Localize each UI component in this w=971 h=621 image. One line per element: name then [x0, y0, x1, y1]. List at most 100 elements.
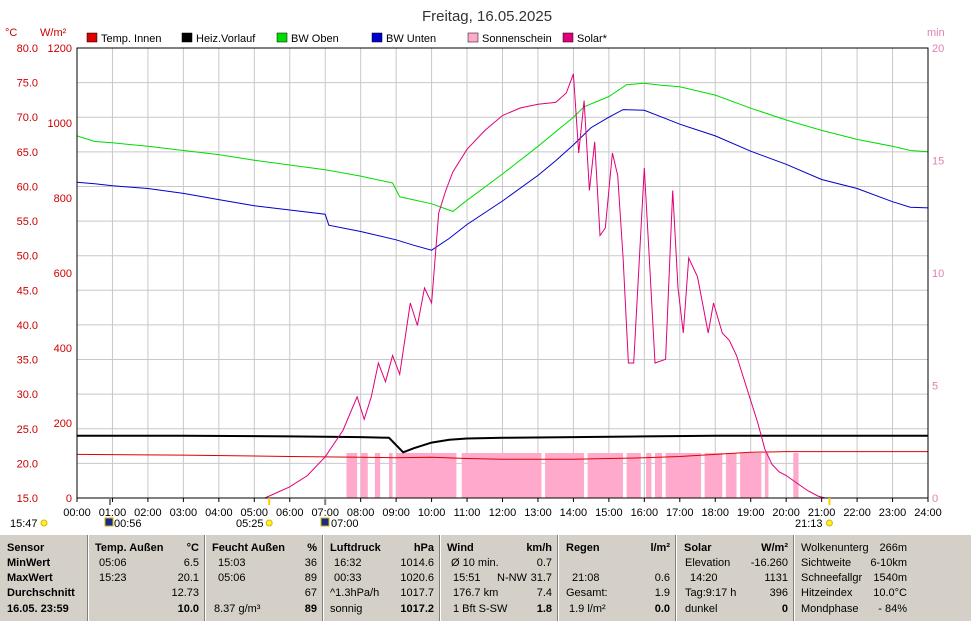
luft-min-time: 16:32: [334, 557, 362, 569]
legend-label: BW Unten: [386, 33, 436, 45]
regen-now-value: 0.0: [654, 603, 670, 615]
legend-label: BW Oben: [291, 33, 339, 45]
luft-avg-value: 1017.7: [400, 587, 434, 599]
x-tick-label: 11:00: [454, 507, 481, 519]
feucht-max-value: 89: [304, 572, 317, 584]
stats-col-extra: Wolkenunterg 266m Sichtweite 6-10km Schnee…: [795, 535, 913, 621]
y-tick-min: 5: [932, 381, 938, 393]
sunshine-bar: [725, 453, 737, 498]
legend-label: Temp. Innen: [101, 33, 162, 45]
series-line-heiz-vorlauf: [77, 434, 928, 454]
feucht-max-time: 05:06: [218, 572, 246, 584]
solar-unit: W/m²: [761, 542, 788, 554]
x-tick-label: 16:00: [631, 507, 659, 519]
legend-label: Solar*: [577, 33, 608, 45]
series-line-bw-unten: [76, 109, 929, 251]
stats-panel: Sensor MinWert MaxWert Durchschnitt 16.0…: [0, 535, 971, 621]
left-temp-unit: °C: [5, 27, 17, 39]
series-line-temp-innen: [76, 451, 928, 460]
x-tick-label: 17:00: [666, 507, 694, 519]
solar-state: dunkel: [685, 603, 718, 615]
stats-col-sensor: Sensor MinWert MaxWert Durchschnitt 16.0…: [0, 535, 88, 621]
right-min-unit: min: [927, 27, 945, 39]
sun-icon: [40, 519, 48, 527]
sunshine-bar: [665, 453, 702, 498]
x-tick-label: 06:00: [276, 507, 304, 519]
legend-swatch: [467, 32, 479, 43]
extra-value: - 84%: [878, 603, 907, 615]
solar-day-length: Tag:9:17 h: [685, 587, 737, 599]
temp-max-value: 20.1: [177, 572, 199, 584]
temp-min-value: 6.5: [183, 557, 199, 569]
y-tick-temp: 30.0: [17, 389, 38, 401]
x-tick-label: 05:00: [241, 507, 269, 519]
x-tick-label: 24:00: [914, 507, 942, 519]
wind-unit: km/h: [526, 542, 552, 554]
y-tick-temp: 75.0: [17, 78, 38, 90]
y-tick-temp: 35.0: [17, 355, 38, 367]
legend-swatch: [181, 32, 193, 43]
luft-now-value: 1017.2: [400, 603, 434, 615]
row-label-min: MinWert: [7, 557, 51, 569]
wind-avg-value: 7.4: [536, 587, 552, 599]
feucht-min-value: 36: [304, 557, 317, 569]
solar-avg-value: 396: [769, 587, 788, 599]
sunshine-bar: [545, 453, 585, 498]
weather-chart: Freitag, 16.05.2025 Temp. Innen Heiz.Vorl…: [5, 8, 945, 530]
wind-distance: 176.7 km: [453, 587, 499, 599]
temp-avg-value: 12.73: [171, 587, 199, 599]
legend-swatch: [371, 32, 383, 43]
legend-swatch: [276, 32, 288, 43]
solar-header: Solar: [684, 542, 712, 554]
series-line-solar: [264, 73, 826, 499]
regen-total-label: Gesamt:: [566, 587, 608, 599]
luft-max-time: 00:33: [334, 572, 362, 584]
regen-total-value: 1.9: [654, 587, 670, 599]
stats-col-solar: Solar W/m² Elevation -16.260 14:20 1131 Tag…: [677, 535, 794, 621]
x-tick-label: 22:00: [843, 507, 871, 519]
sunshine-bar: [461, 453, 542, 498]
y-tick-temp: 45.0: [17, 285, 38, 297]
series-lines: [76, 73, 929, 499]
luft-unit: hPa: [413, 542, 434, 554]
y-tick-solar: 0: [66, 493, 72, 505]
x-tick-label: 20:00: [772, 507, 800, 519]
temp-max-time: 15:23: [99, 572, 127, 584]
luft-min-value: 1014.6: [400, 557, 434, 569]
legend-swatch: [86, 32, 98, 43]
stats-col-feucht: Feucht Außen% 15:03 36 05:06 89 67 8.37 g/…: [206, 535, 323, 621]
stats-col-wind: Wind km/h Ø 10 min. 0.7 15:51 N-NW 31.7 176.…: [441, 535, 558, 621]
extra-label: Mondphase: [801, 603, 859, 615]
feucht-header: Feucht Außen: [212, 542, 285, 554]
y-tick-temp: 55.0: [17, 216, 38, 228]
stats-col-luftdruck: Luftdruck hPa 16:32 1014.6 00:33 1020.6 ^1.…: [324, 535, 440, 621]
luft-trend: ^1.3hPa/h: [330, 587, 380, 599]
sunrise-icon: [265, 519, 273, 527]
y-tick-temp: 80.0: [17, 43, 38, 55]
feucht-avg-value: 67: [304, 587, 317, 599]
solar-elevation-label: Elevation: [685, 557, 731, 569]
moon-icon: [320, 517, 330, 527]
legend: Temp. Innen Heiz.Vorlauf BW Oben BW Unten So…: [86, 32, 608, 45]
wind-bft: 1 Bft S-SW: [453, 603, 508, 615]
temp-header: Temp. Außen: [95, 542, 164, 554]
legend-swatch: [562, 32, 574, 43]
extra-label: Sichtweite: [801, 557, 852, 569]
x-tick-label: 23:00: [879, 507, 907, 519]
sunshine-bar: [646, 453, 652, 498]
feucht-min-time: 15:03: [218, 557, 246, 569]
sunshine-bar: [764, 453, 769, 498]
y-tick-temp: 25.0: [17, 424, 38, 436]
x-tick-label: 14:00: [560, 507, 588, 519]
wind-gust-direction: N-NW: [497, 572, 527, 584]
y-tick-solar: 200: [54, 418, 72, 430]
wind-avg10-value: 0.7: [536, 557, 552, 569]
sunshine-bar: [396, 453, 457, 498]
extra-label: Hitzeindex: [801, 587, 853, 599]
feucht-unit: %: [307, 542, 317, 554]
x-tick-label: 07:00: [311, 507, 339, 519]
y-tick-solar: 800: [54, 193, 72, 205]
regen-unit: l/m²: [650, 542, 670, 554]
solar-now-value: 0: [781, 603, 788, 615]
x-tick-label: 13:00: [524, 507, 552, 519]
